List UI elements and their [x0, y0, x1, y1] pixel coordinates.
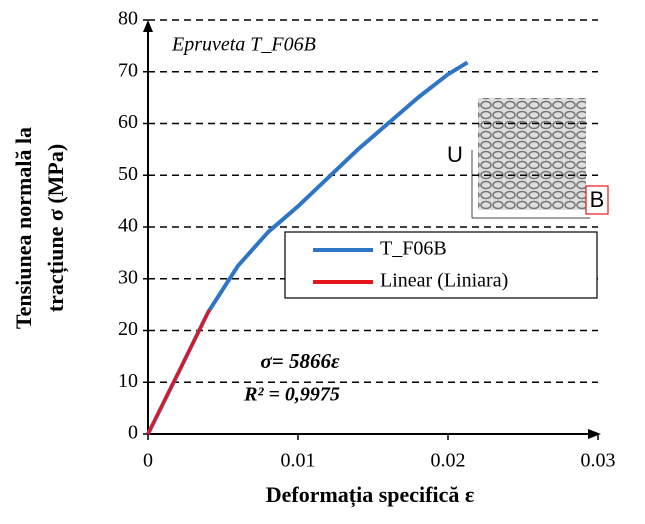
legend-box — [284, 231, 598, 299]
y-axis-arrow — [143, 20, 153, 32]
inset-label: B — [590, 187, 605, 212]
x-tick-label: 0.01 — [281, 450, 316, 472]
y-tick-label: 50 — [118, 163, 138, 185]
legend-label: Linear (Liniara) — [380, 270, 508, 292]
r-squared: R² = 0,9975 — [243, 384, 340, 406]
y-tick-label: 10 — [118, 370, 138, 392]
y-axis-title: tracțiune σ (MPa) — [43, 144, 69, 312]
inset-label: U — [447, 142, 463, 167]
y-tick-label: 60 — [118, 111, 138, 133]
inset: U B — [447, 98, 609, 219]
y-tick-label: 30 — [118, 266, 138, 288]
x-tick-label: 0.03 — [581, 450, 616, 472]
y-axis-title: Tensiunea normală la — [11, 127, 36, 329]
y-tick-label: 80 — [118, 8, 138, 30]
x-tick-label: 0 — [143, 450, 153, 472]
legend-label: T_F06B — [380, 238, 447, 260]
equation: σ= 5866ε — [260, 349, 340, 373]
y-tick-label: 20 — [118, 318, 138, 340]
x-tick-label: 0.02 — [431, 450, 466, 472]
x-axis-arrow — [588, 429, 601, 439]
x-axis-title: Deformația specifică ε — [266, 482, 475, 508]
annotation: Epruveta T_F06B — [171, 34, 316, 56]
data-line — [146, 309, 211, 435]
y-tick-label: 40 — [118, 215, 138, 237]
y-tick-label: 70 — [118, 59, 138, 81]
y-tick-label: 0 — [128, 422, 138, 444]
